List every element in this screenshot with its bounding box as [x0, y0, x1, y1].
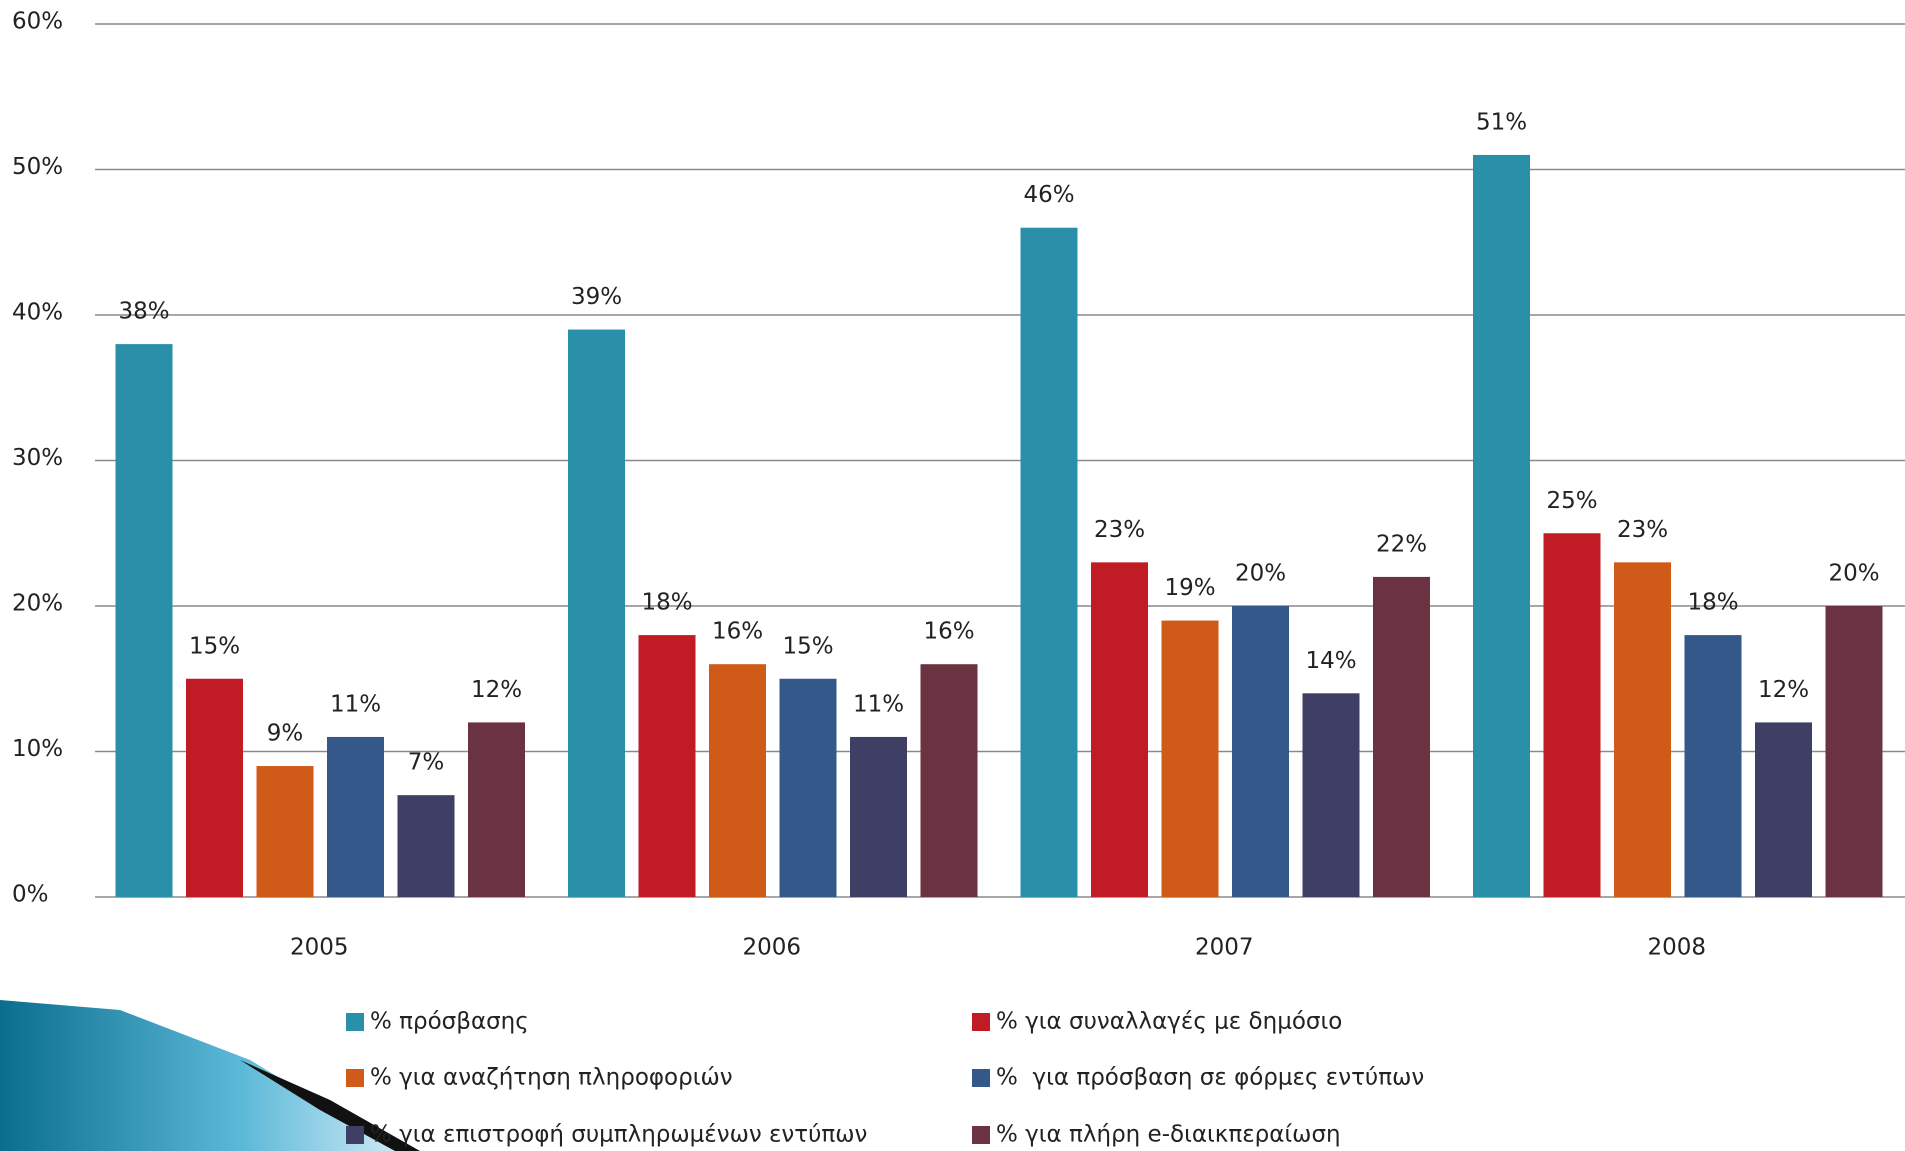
bar [709, 664, 766, 897]
y-tick-label: 10% [12, 736, 63, 762]
bar [1232, 606, 1289, 897]
bar [1161, 620, 1219, 897]
bar [327, 736, 384, 897]
bar [1302, 693, 1360, 897]
data-label: 46% [1023, 182, 1074, 208]
bar [397, 795, 455, 897]
data-label: 38% [118, 299, 169, 325]
legend-label: % πρόσβασης [370, 1009, 529, 1035]
data-label: 39% [571, 284, 622, 310]
bar [1543, 533, 1601, 897]
x-tick-label: 2005 [290, 935, 349, 961]
bar [1755, 722, 1812, 897]
data-label: 16% [923, 619, 974, 645]
legend-label: % για αναζήτηση πληροφοριών [370, 1065, 733, 1091]
decoration [0, 1000, 420, 1151]
legend-swatch [972, 1126, 990, 1144]
y-tick-label: 20% [12, 591, 63, 617]
bar [1825, 606, 1883, 897]
data-label: 19% [1164, 575, 1215, 601]
legend-label: % για πλήρη e-διαικπεραίωση [996, 1122, 1341, 1148]
y-tick-label: 60% [12, 9, 63, 35]
bar [1684, 635, 1742, 897]
data-label: 7% [408, 750, 445, 776]
legend-swatch [972, 1069, 990, 1087]
data-label: 16% [712, 619, 763, 645]
data-label: 22% [1376, 531, 1427, 557]
data-label: 18% [1687, 590, 1738, 616]
legend-swatch [346, 1069, 364, 1087]
bar [115, 344, 173, 898]
data-label: 15% [189, 633, 240, 659]
data-label: 12% [1758, 677, 1809, 703]
data-label: 20% [1828, 561, 1879, 587]
bar [1473, 154, 1530, 897]
data-label: 23% [1094, 517, 1145, 543]
data-label: 11% [853, 691, 904, 717]
bar [1614, 562, 1671, 897]
bar [1091, 562, 1148, 897]
legend-swatch [346, 1126, 364, 1144]
bar [568, 329, 625, 897]
data-label: 51% [1476, 109, 1527, 135]
y-tick-label: 0% [12, 882, 49, 908]
data-label: 23% [1617, 517, 1668, 543]
data-label: 18% [641, 590, 692, 616]
bar [256, 766, 314, 897]
data-label: 11% [330, 691, 381, 717]
y-tick-label: 30% [12, 445, 63, 471]
bar [1020, 227, 1078, 897]
bar [468, 722, 525, 897]
legend-label: % για πρόσβαση σε φόρμες εντύπων [996, 1065, 1424, 1091]
y-tick-label: 40% [12, 300, 63, 326]
data-label: 15% [782, 633, 833, 659]
legend-swatch [972, 1013, 990, 1031]
legend-label: % για συναλλαγές με δημόσιο [996, 1009, 1342, 1035]
legend-swatch [346, 1013, 364, 1031]
bar [638, 635, 696, 897]
data-label: 12% [471, 677, 522, 703]
x-tick-label: 2007 [1195, 935, 1254, 961]
bar [1373, 576, 1430, 897]
bar [186, 678, 243, 897]
y-tick-label: 50% [12, 154, 63, 180]
data-label: 9% [267, 721, 304, 747]
bar [920, 664, 978, 897]
data-label: 25% [1546, 488, 1597, 514]
data-label: 20% [1235, 561, 1286, 587]
legend-label: % για επιστροφή συμπληρωμένων εντύπων [370, 1122, 867, 1148]
bar [850, 736, 907, 897]
x-tick-label: 2006 [742, 935, 801, 961]
x-tick-label: 2008 [1647, 935, 1706, 961]
data-label: 14% [1305, 648, 1356, 674]
bar [779, 678, 837, 897]
